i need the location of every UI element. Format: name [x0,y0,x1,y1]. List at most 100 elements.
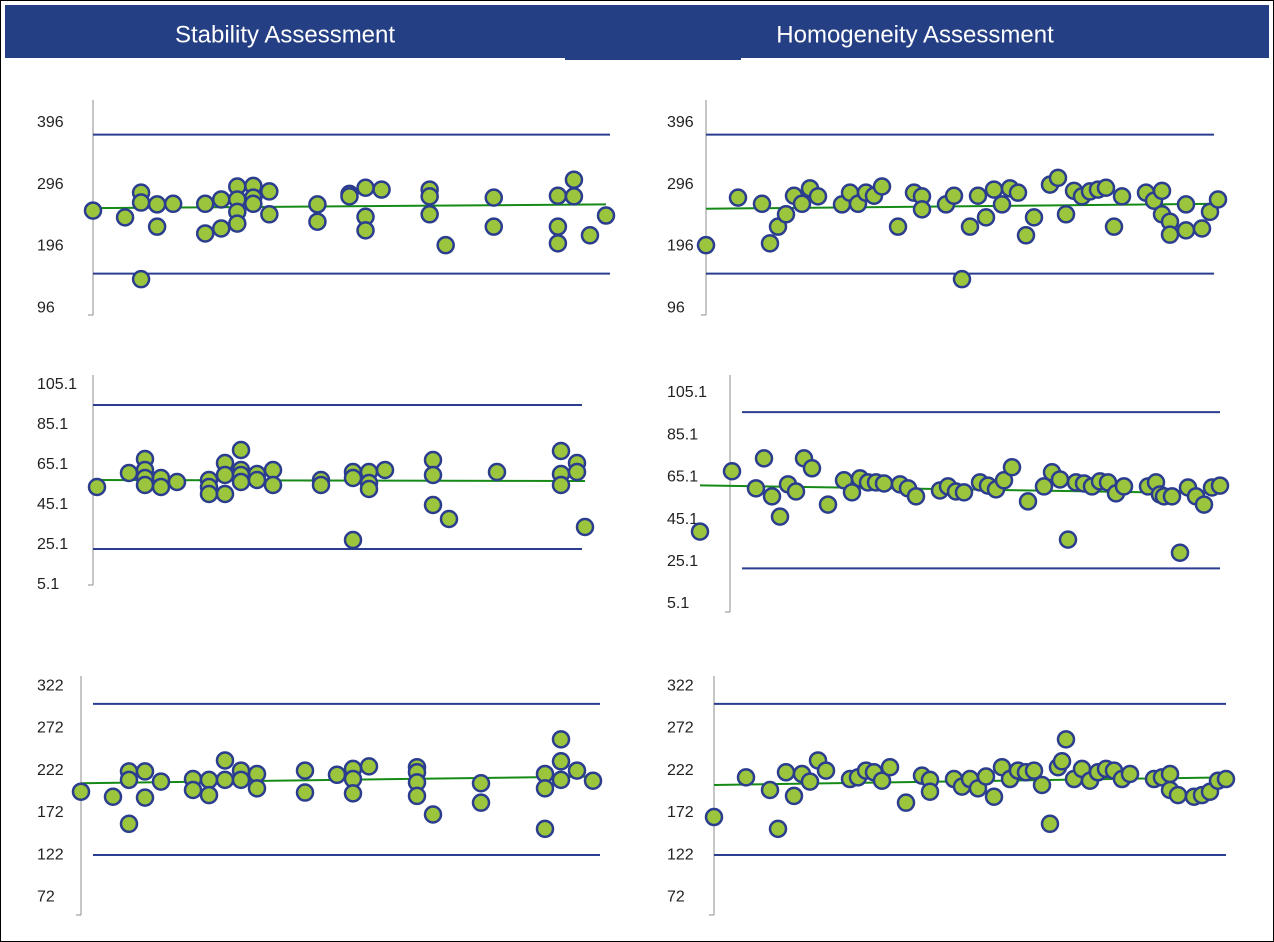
data-point [471,793,491,812]
data-point [327,765,347,785]
data-point [880,757,900,777]
data-point [754,449,774,468]
data-point [1216,769,1236,789]
data-point [103,787,123,807]
data-point [199,770,219,790]
data-point [199,785,219,805]
y-tick-label: 196 [667,238,694,255]
data-point [1040,814,1060,834]
data-point [356,221,375,240]
data-point [1050,470,1070,489]
data-point [356,178,375,197]
y-tick-label: 65.1 [37,456,68,473]
data-point [992,195,1012,214]
y-tick-label: 96 [667,299,685,316]
data-point [308,212,327,231]
data-point [551,730,571,749]
y-tick-label: 72 [37,888,55,905]
data-point [183,780,203,800]
data-point [1056,205,1076,224]
data-point [147,195,167,214]
data-point [131,193,151,212]
data-point [119,463,139,483]
y-tick-label: 45.1 [37,496,68,513]
data-point [896,793,916,812]
data-point [71,782,91,801]
data-point [439,509,459,529]
data-point [842,483,862,502]
data-point [135,788,155,807]
data-point [736,768,756,787]
header-bar [5,5,1269,58]
data-point [696,235,716,255]
data-point [147,217,167,236]
data-point [1048,168,1068,188]
y-tick-label: 272 [37,720,64,737]
data-point [436,235,455,255]
data-point [596,206,616,225]
data-point [407,786,427,806]
data-point [423,465,443,485]
data-point [1208,190,1228,209]
y-tick-label: 322 [667,677,694,694]
data-point [1024,761,1044,780]
data-point [1024,208,1044,227]
data-point [968,186,988,206]
data-point [976,208,996,227]
data-point [580,226,600,245]
data-point [311,475,331,495]
data-point [760,234,780,253]
data-point [1096,178,1116,197]
data-point [800,772,820,791]
data-point [167,472,187,492]
y-tick-label: 322 [37,677,64,694]
data-point [343,468,363,488]
data-point [87,477,107,497]
y-tick-label: 5.1 [667,595,689,612]
data-point [548,234,568,253]
data-point [960,217,980,236]
y-tick-label: 296 [37,176,64,193]
data-point [874,474,894,493]
data-point [818,495,838,514]
data-point [135,762,155,781]
data-point [567,761,587,780]
data-point [372,180,391,199]
data-point [792,194,812,214]
data-point [768,819,788,839]
data-point [551,475,571,495]
data-point [199,484,219,504]
data-point [215,465,235,485]
data-point [1160,764,1180,784]
header-title: Homogeneity Assessment [776,21,1054,48]
data-point [212,190,231,209]
data-point [484,188,504,207]
data-point [1168,785,1188,805]
y-tick-label: 222 [37,762,64,779]
data-point [920,782,940,801]
data-point [119,770,139,790]
data-point [247,470,267,490]
data-point [359,757,379,776]
y-tick-label: 25.1 [37,536,68,553]
data-point [690,522,710,541]
y-tick-label: 272 [667,720,694,737]
data-point [263,460,283,480]
data-point [776,763,796,782]
data-point [423,495,443,515]
data-point [1152,181,1172,201]
data-point [1194,495,1214,514]
y-tick-label: 196 [37,238,64,255]
data-point [808,187,828,206]
data-point [872,771,892,790]
data-point [231,472,251,492]
data-point [423,450,443,470]
data-point [567,462,587,482]
data-point [906,487,926,506]
data-point [1160,225,1180,244]
data-point [784,786,804,806]
data-point [260,182,279,201]
data-point [1170,543,1190,562]
